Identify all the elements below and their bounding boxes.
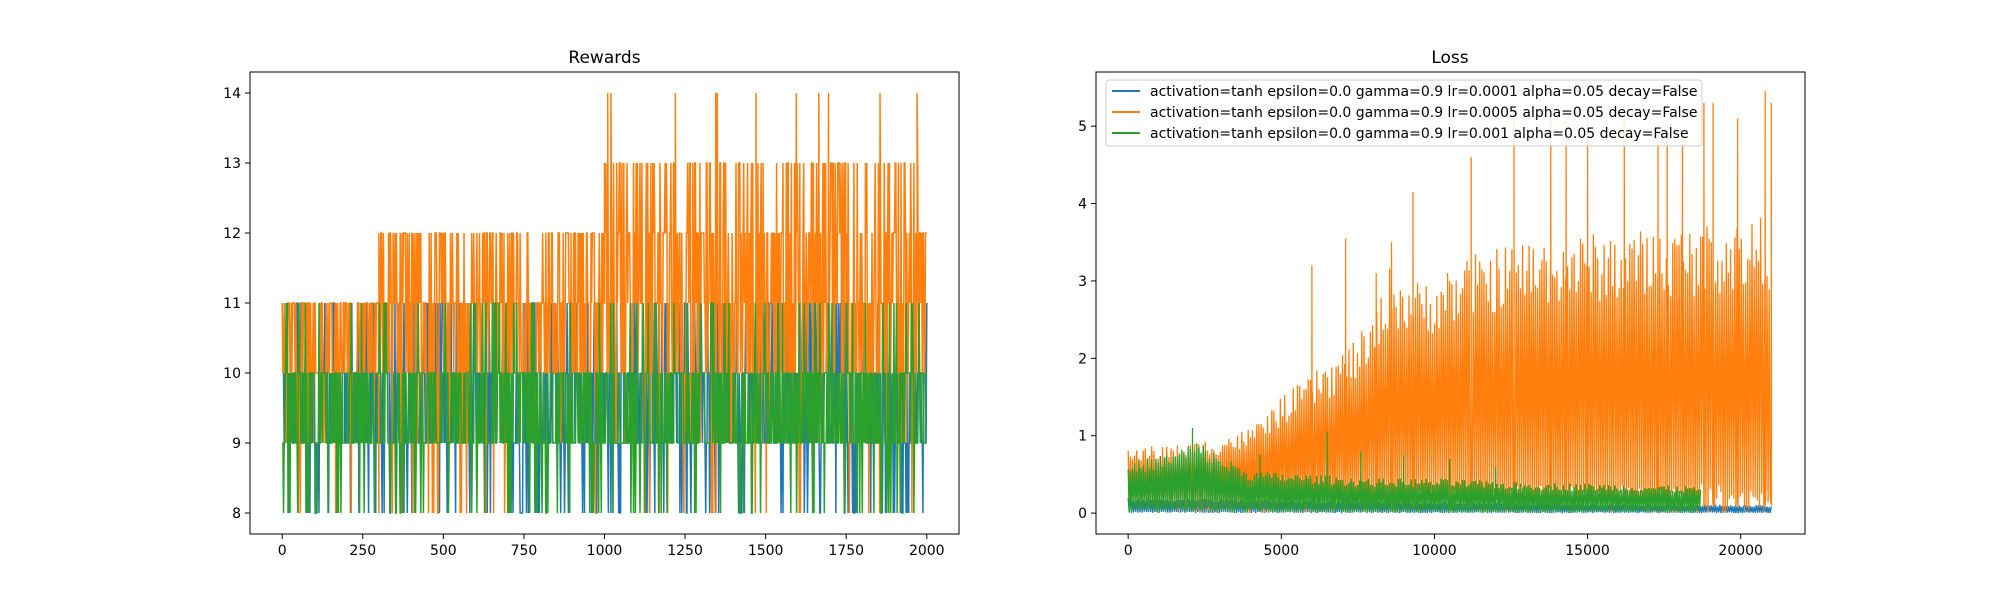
rewards-y-tick-label: 14 xyxy=(223,86,241,102)
loss-chart: Loss 0 5000 10000 15000 20000 0 1 2 3 4 5 activat… xyxy=(1078,48,1806,559)
loss-x-tick-label: 10000 xyxy=(1412,543,1457,559)
rewards-chart: Rewards 0 250 500 750 1000 1250 1500 1750 2000 8… xyxy=(223,48,960,559)
legend-label-series-2: activation=tanh epsilon=0.0 gamma=0.9 lr… xyxy=(1150,105,1697,121)
loss-y-tick-label: 5 xyxy=(1078,119,1087,135)
rewards-x-tick-label: 250 xyxy=(349,543,376,559)
rewards-y-axis: 8 9 10 11 12 13 14 xyxy=(223,86,250,522)
legend-label-series-1: activation=tanh epsilon=0.0 gamma=0.9 lr… xyxy=(1150,84,1697,100)
legend-label-series-3: activation=tanh epsilon=0.0 gamma=0.9 lr… xyxy=(1150,126,1689,142)
rewards-x-tick-label: 1750 xyxy=(828,543,864,559)
rewards-x-tick-label: 0 xyxy=(278,543,287,559)
rewards-x-tick-label: 1250 xyxy=(667,543,703,559)
loss-x-tick-label: 0 xyxy=(1124,543,1133,559)
rewards-x-tick-label: 500 xyxy=(430,543,457,559)
loss-y-tick-label: 4 xyxy=(1078,197,1087,213)
rewards-x-tick-label: 2000 xyxy=(909,543,945,559)
loss-x-axis: 0 5000 10000 15000 20000 xyxy=(1124,534,1763,559)
rewards-series-3-line xyxy=(282,302,927,514)
rewards-y-tick-label: 10 xyxy=(223,366,241,382)
rewards-y-tick-label: 8 xyxy=(232,506,241,522)
loss-y-axis: 0 1 2 3 4 5 xyxy=(1078,119,1096,522)
legend-box xyxy=(1105,79,1703,147)
loss-y-tick-label: 0 xyxy=(1078,506,1087,522)
rewards-y-tick-label: 11 xyxy=(223,296,241,312)
rewards-y-tick-label: 9 xyxy=(232,436,241,452)
loss-series-2-line xyxy=(1127,91,1773,514)
rewards-series-2-line xyxy=(281,92,927,514)
rewards-title: Rewards xyxy=(568,48,640,68)
loss-series-3-line xyxy=(1127,427,1702,514)
loss-y-tick-label: 1 xyxy=(1078,429,1087,445)
loss-title: Loss xyxy=(1431,48,1468,68)
rewards-x-axis: 0 250 500 750 1000 1250 1500 1750 2000 xyxy=(278,534,945,559)
loss-y-tick-label: 2 xyxy=(1078,351,1087,367)
loss-x-tick-label: 5000 xyxy=(1263,543,1299,559)
rewards-x-tick-label: 750 xyxy=(511,543,538,559)
loss-series-layer xyxy=(1127,91,1773,514)
rewards-x-tick-label: 1500 xyxy=(748,543,784,559)
loss-plot-frame xyxy=(1095,71,1806,535)
loss-x-tick-label: 15000 xyxy=(1565,543,1610,559)
rewards-x-tick-label: 1000 xyxy=(587,543,623,559)
loss-y-tick-label: 3 xyxy=(1078,274,1087,290)
loss-x-tick-label: 20000 xyxy=(1718,543,1763,559)
rewards-y-tick-label: 13 xyxy=(223,156,241,172)
rewards-y-tick-label: 12 xyxy=(223,226,241,242)
loss-legend: activation=tanh epsilon=0.0 gamma=0.9 lr… xyxy=(1105,79,1703,147)
rewards-series-layer xyxy=(281,92,928,514)
